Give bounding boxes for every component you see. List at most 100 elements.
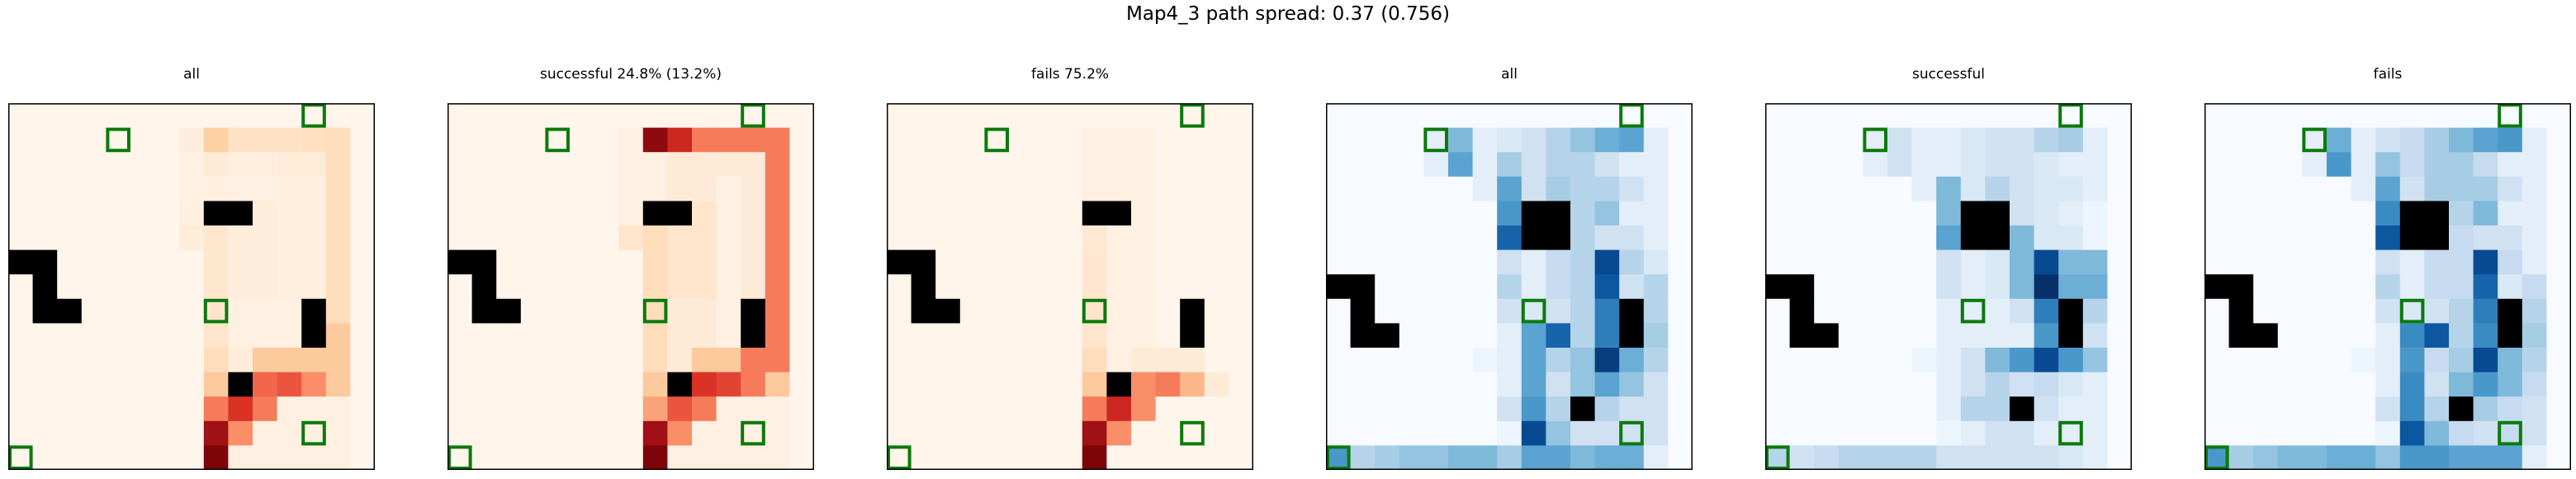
heatmap-cell: [2228, 372, 2254, 397]
heatmap-cell: [1155, 323, 1181, 349]
heatmap-cell: [642, 249, 668, 275]
heatmap-cell: [2351, 298, 2376, 324]
heatmap-cell: [2327, 420, 2352, 446]
heatmap-cell: [2351, 201, 2376, 226]
heatmap-cell: [2058, 249, 2084, 275]
heatmap-cell: [1204, 420, 1229, 446]
heatmap-cell: [1911, 372, 1937, 397]
heatmap-cell: [1887, 103, 1913, 129]
heatmap-cell: [2228, 176, 2254, 202]
heatmap-cell: [496, 323, 522, 349]
heatmap-cell: [350, 372, 375, 397]
heatmap-cell: [1033, 225, 1058, 251]
heatmap-cell: [545, 201, 571, 226]
heatmap-cell: [203, 127, 229, 153]
heatmap-cell: [2228, 348, 2254, 373]
heatmap-cell: [2058, 103, 2084, 129]
heatmap-cell: [2546, 348, 2571, 373]
heatmap-cell: [1326, 152, 1352, 178]
heatmap-cell: [447, 176, 473, 202]
heatmap-cell: [8, 420, 34, 446]
heatmap-cell: [8, 396, 34, 422]
heatmap-cell: [1106, 420, 1132, 446]
heatmap-cell: [1082, 396, 1107, 422]
heatmap-cell: [1887, 274, 1913, 300]
heatmap-cell: [325, 396, 351, 422]
heatmap-cell: [1887, 127, 1913, 153]
heatmap-cell: [1789, 445, 1815, 470]
heatmap-cell: [1960, 103, 1986, 129]
heatmap-cell: [1668, 249, 1693, 275]
heatmap-cell: [716, 298, 741, 324]
heatmap-cell: [2010, 201, 2035, 226]
heatmap-cell: [2546, 323, 2571, 349]
heatmap-cell: [130, 249, 156, 275]
heatmap-cell: [1448, 372, 1474, 397]
heatmap-cell: [2302, 298, 2327, 324]
heatmap-cell: [496, 396, 522, 422]
goal-marker: [1423, 127, 1449, 153]
goal-marker: [447, 445, 472, 470]
heatmap-cell: [2399, 420, 2425, 446]
heatmap-cell: [570, 103, 595, 129]
heatmap-cell: [1985, 127, 2010, 153]
heatmap-cell: [1082, 249, 1107, 275]
heatmap-cell: [1814, 274, 1840, 300]
wall-cell: [1546, 225, 1571, 251]
heatmap-cell: [130, 445, 156, 470]
heatmap-cell: [887, 152, 912, 178]
heatmap-cell: [1814, 152, 1840, 178]
heatmap-cell: [1399, 225, 1424, 251]
heatmap-cell: [594, 201, 619, 226]
wall-cell: [2010, 396, 2035, 422]
heatmap-cell: [496, 445, 522, 470]
heatmap-cell: [301, 225, 327, 251]
heatmap-cell: [2010, 372, 2035, 397]
heatmap-cell: [1082, 152, 1107, 178]
heatmap-cell: [1350, 420, 1376, 446]
heatmap-cell: [2277, 225, 2303, 251]
heatmap-cell: [765, 127, 790, 153]
heatmap-cell: [154, 127, 180, 153]
heatmap-cell: [545, 176, 571, 202]
heatmap-cell: [2204, 176, 2230, 202]
heatmap-cell: [1789, 201, 1815, 226]
wall-cell: [1326, 274, 1352, 300]
heatmap-cell: [716, 249, 741, 275]
heatmap-cell: [2204, 103, 2230, 129]
heatmap-cell: [2473, 298, 2498, 324]
heatmap-cell: [2449, 274, 2474, 300]
heatmap-cell: [1497, 323, 1522, 349]
heatmap-cell: [911, 445, 936, 470]
heatmap-cell: [545, 396, 571, 422]
heatmap-cell: [471, 396, 497, 422]
heatmap-cell: [1960, 274, 1986, 300]
heatmap-cell: [594, 420, 619, 446]
heatmap-cell: [1594, 176, 1620, 202]
heatmap-cell: [179, 396, 205, 422]
heatmap-cell: [1863, 176, 1888, 202]
heatmap-cell: [789, 420, 814, 446]
heatmap-cell: [1350, 103, 1376, 129]
heatmap-cell: [203, 249, 229, 275]
goal-marker: [1180, 420, 1205, 446]
heatmap-cell: [2058, 152, 2084, 178]
heatmap-cell: [1838, 372, 1863, 397]
heatmap-cell: [2399, 103, 2425, 129]
heatmap-cell: [350, 176, 375, 202]
heatmap-cell: [2375, 201, 2401, 226]
heatmap-cell: [2204, 445, 2230, 470]
heatmap-cell: [935, 274, 961, 300]
heatmap-cell: [741, 201, 766, 226]
heatmap-cell: [350, 201, 375, 226]
heatmap-cell: [594, 152, 619, 178]
heatmap-cell: [253, 103, 278, 129]
heatmap-cell: [447, 274, 473, 300]
heatmap-cell: [1009, 127, 1035, 153]
heatmap-cell: [325, 274, 351, 300]
heatmap-cell: [1546, 127, 1571, 153]
heatmap-cell: [2449, 152, 2474, 178]
heatmap-cell: [2058, 225, 2084, 251]
heatmap-cell: [2399, 323, 2425, 349]
heatmap-cell: [350, 396, 375, 422]
